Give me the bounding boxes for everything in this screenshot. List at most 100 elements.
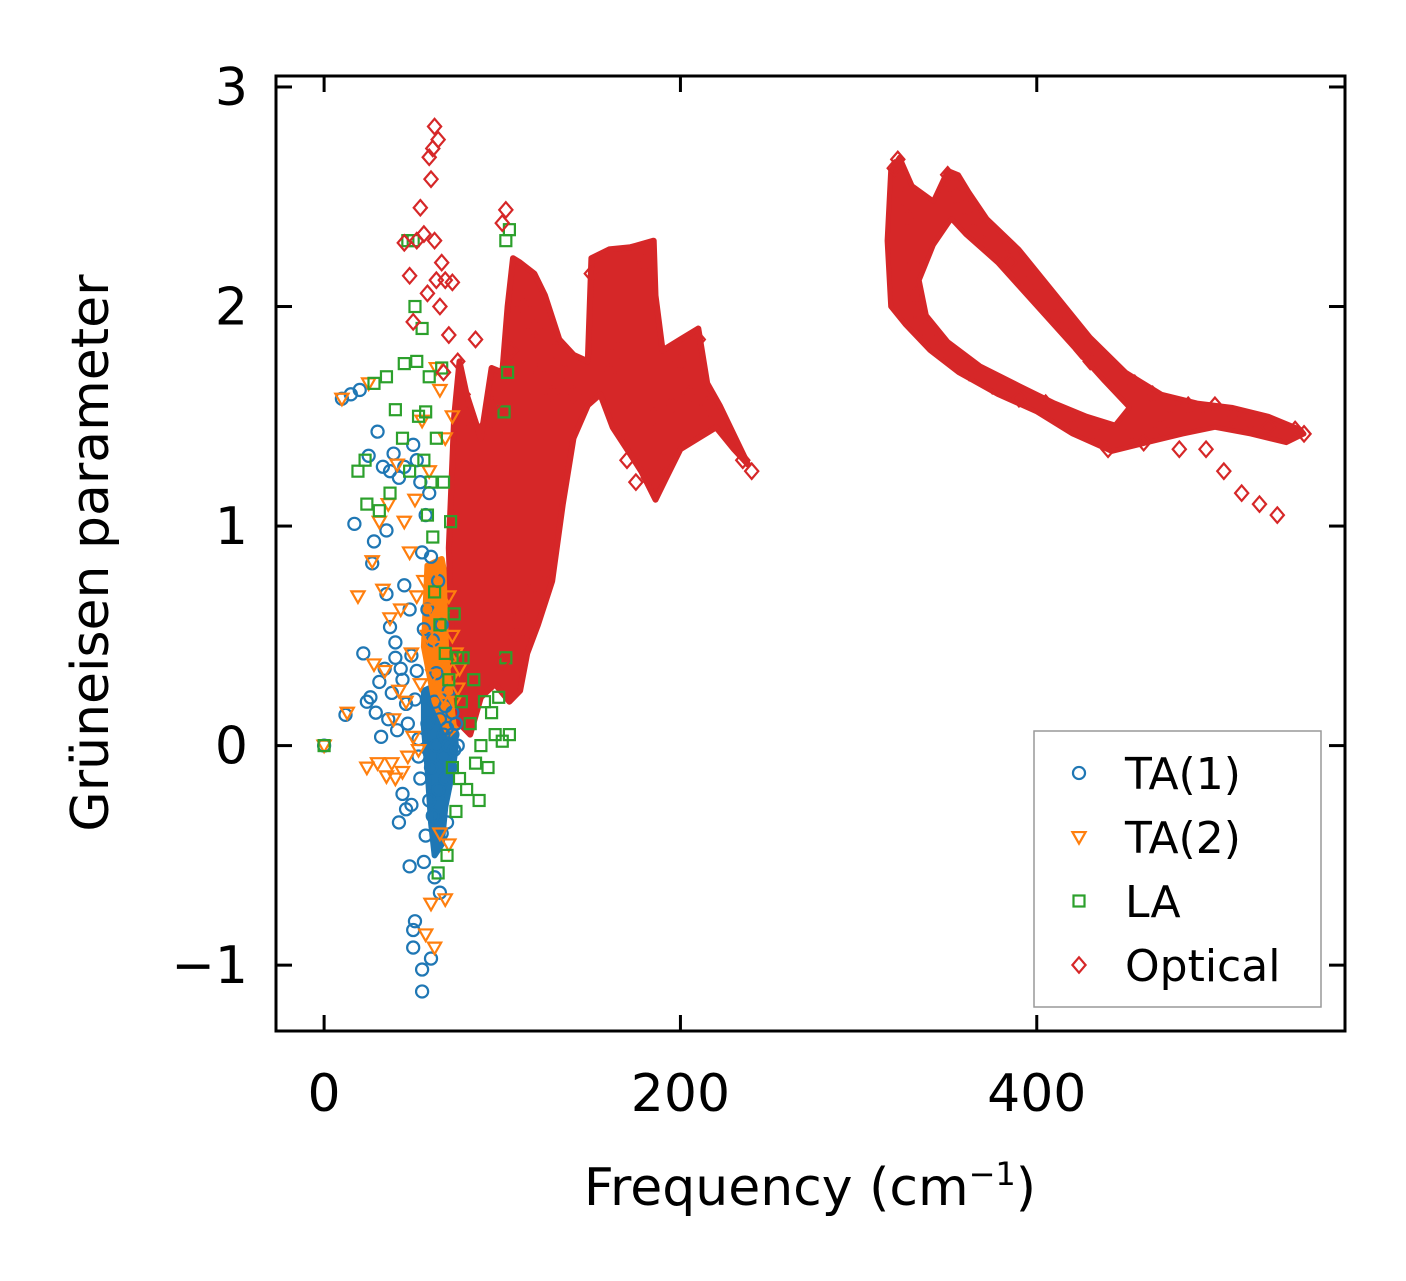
data-point <box>1242 411 1259 431</box>
data-point <box>383 757 401 772</box>
data-point <box>388 403 402 417</box>
data-point <box>407 914 423 929</box>
legend-label: TA(1) <box>1124 749 1241 800</box>
data-point <box>1019 275 1036 294</box>
data-point <box>708 406 725 426</box>
data-point <box>477 695 492 709</box>
data-point <box>427 585 442 599</box>
data-point <box>390 723 405 738</box>
y-tick-label: 2 <box>215 278 248 338</box>
data-point <box>463 717 477 731</box>
data-point <box>1108 362 1125 382</box>
data-point <box>396 233 413 253</box>
data-point <box>436 475 451 489</box>
data-point <box>1224 406 1241 426</box>
data-point <box>431 866 445 880</box>
data-point <box>413 771 428 786</box>
data-point <box>583 264 600 283</box>
data-point <box>436 893 454 909</box>
data-point <box>394 765 411 781</box>
data-point <box>1260 417 1277 437</box>
data-point <box>468 756 483 770</box>
data-point <box>392 603 410 619</box>
data-point <box>494 213 511 233</box>
data-point <box>912 308 930 327</box>
data-point <box>484 706 499 720</box>
data-point <box>743 461 760 481</box>
data-point <box>422 603 440 619</box>
data-point <box>356 646 371 661</box>
data-point <box>975 220 992 240</box>
data-point <box>699 395 716 415</box>
data-point <box>1144 384 1161 404</box>
data-point <box>1091 428 1108 448</box>
legend-marker <box>1070 955 1088 975</box>
data-point <box>1215 461 1232 481</box>
data-point <box>428 270 445 290</box>
data-point <box>358 761 376 777</box>
data-point <box>433 253 450 272</box>
data-point <box>449 804 463 819</box>
data-point <box>1233 483 1250 503</box>
data-point <box>422 169 440 189</box>
data-point <box>618 450 636 470</box>
data-point <box>1055 319 1072 338</box>
data-point <box>1126 373 1143 393</box>
data-point <box>734 450 751 470</box>
scatter-points <box>315 117 1313 999</box>
data-point <box>520 582 538 602</box>
plot-frame <box>274 74 1347 1033</box>
x-tick-label: 200 <box>631 1064 730 1124</box>
data-point <box>351 464 365 478</box>
data-point <box>399 750 417 766</box>
data-point <box>900 209 917 229</box>
data-point <box>424 669 442 685</box>
data-point <box>358 453 372 467</box>
data-point <box>417 453 431 467</box>
series-ta1 <box>316 382 465 999</box>
y-tick-label: 0 <box>215 717 248 777</box>
data-point <box>388 635 403 650</box>
data-point <box>1001 253 1019 272</box>
data-point <box>415 321 429 336</box>
data-point <box>422 370 436 384</box>
data-point <box>352 382 367 398</box>
data-point <box>370 515 388 531</box>
data-point <box>1180 395 1197 415</box>
data-point <box>472 793 486 808</box>
legend-entry-ta1: TA(1) <box>1071 749 1241 800</box>
data-point <box>485 395 502 415</box>
data-point <box>411 409 426 423</box>
data-point <box>440 590 458 606</box>
data-point <box>427 563 445 579</box>
data-point <box>512 604 529 624</box>
data-point <box>1269 505 1286 525</box>
data-point <box>418 629 436 645</box>
data-point <box>423 951 439 966</box>
data-point <box>654 450 671 470</box>
data-point <box>529 362 546 382</box>
data-point <box>431 827 449 843</box>
data-point <box>993 242 1010 262</box>
data-point <box>438 646 452 660</box>
data-point <box>1295 424 1313 444</box>
data-point <box>474 738 488 753</box>
data-point <box>410 743 428 759</box>
x-tick-label: 400 <box>987 1064 1086 1124</box>
y-axis-label: Grüneisen parameter <box>61 274 121 832</box>
data-point <box>426 941 444 957</box>
data-point <box>438 771 453 786</box>
x-tick-label: 0 <box>308 1064 341 1124</box>
data-point <box>1287 420 1304 439</box>
data-point <box>419 283 436 303</box>
data-point <box>382 619 398 635</box>
data-point <box>1206 395 1223 415</box>
x-axis-label: Frequency (cm−1) <box>584 1155 1036 1218</box>
data-point <box>448 716 464 731</box>
data-point <box>363 555 381 571</box>
data-point <box>404 730 422 746</box>
data-point <box>722 428 739 448</box>
series-la <box>317 223 516 880</box>
data-point <box>443 410 461 426</box>
data-point <box>430 782 446 797</box>
